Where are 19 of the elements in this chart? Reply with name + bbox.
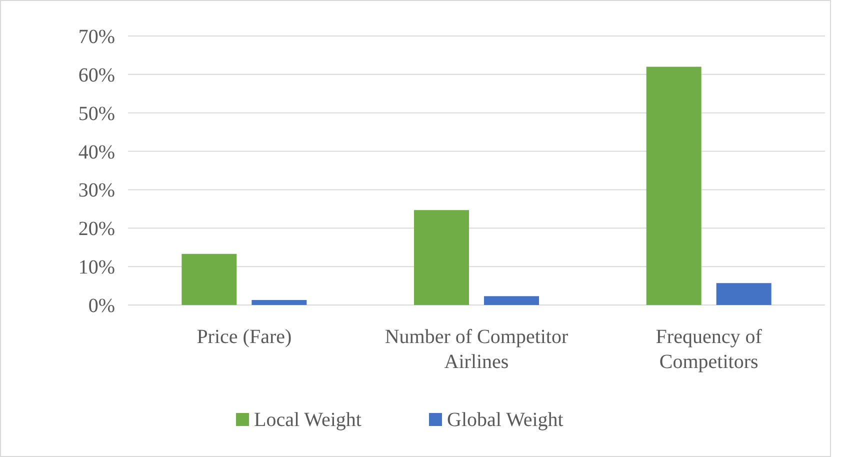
bar xyxy=(646,66,702,305)
legend-label: Local Weight xyxy=(254,409,362,431)
x-tick-label: Price (Fare) xyxy=(196,326,292,348)
x-tick-label: Frequency of Competitors xyxy=(656,326,762,373)
bar xyxy=(716,283,772,305)
y-tick-label: 0% xyxy=(88,295,115,317)
y-tick-label: 60% xyxy=(78,64,115,86)
y-tick-label: 10% xyxy=(78,256,115,279)
y-tick-label: 70% xyxy=(78,26,115,48)
bar xyxy=(414,210,469,305)
bar xyxy=(252,300,307,305)
legend-label: Global Weight xyxy=(447,409,564,431)
y-tick-label: 30% xyxy=(78,180,115,202)
y-tick-label: 20% xyxy=(78,218,115,240)
y-tick-label: 40% xyxy=(78,141,115,164)
bar xyxy=(484,296,539,305)
x-tick-label: Number of Competitor Airlines xyxy=(384,326,568,373)
y-tick-label: 50% xyxy=(78,102,115,125)
bar xyxy=(182,254,237,305)
